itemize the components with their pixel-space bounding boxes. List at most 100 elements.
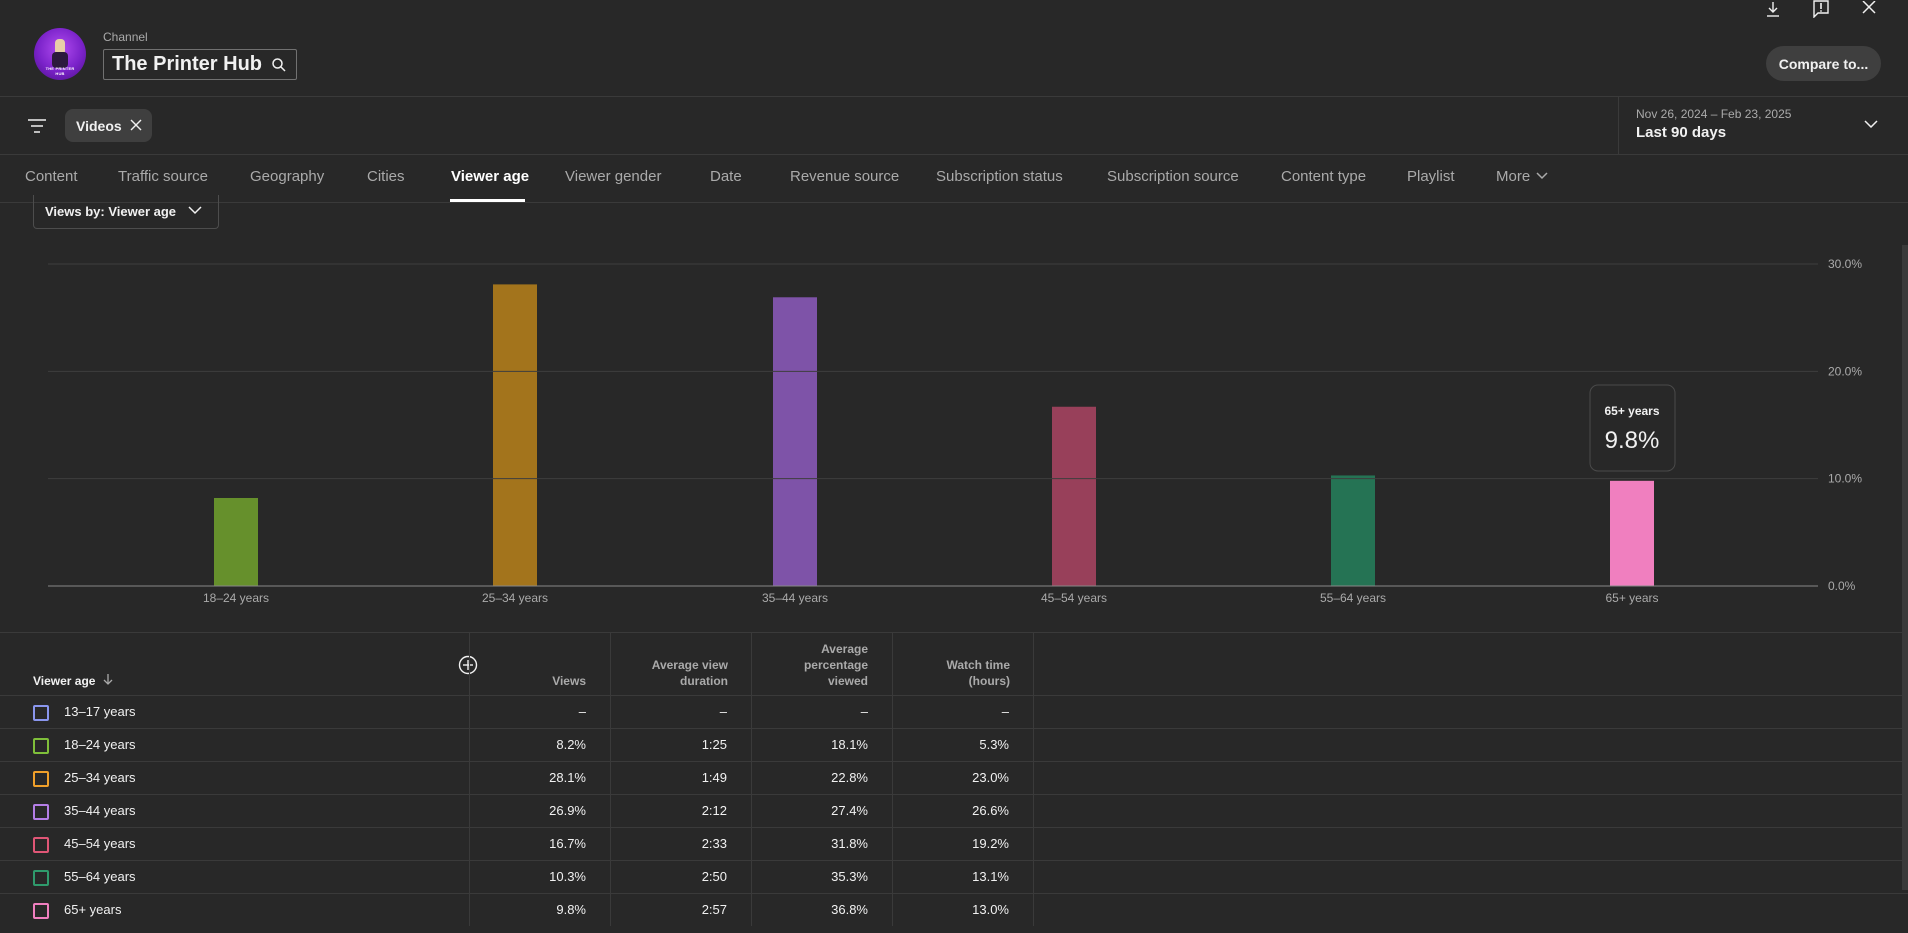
column-divider [751,633,752,926]
cell-views: 8.2% [556,737,586,752]
cell-views: 28.1% [549,770,586,785]
tab-subscription-status[interactable]: Subscription status [936,168,1063,185]
x-tick-label: 45–54 years [1041,591,1107,605]
add-column-icon[interactable] [458,655,478,675]
tab-more-label: More [1496,168,1531,185]
chart-bar[interactable] [1610,480,1654,586]
series-checkbox[interactable] [33,771,49,787]
tab-playlist[interactable]: Playlist [1407,168,1455,185]
series-checkbox[interactable] [33,705,49,721]
table-row[interactable]: 55–64 years 10.3% 2:50 35.3% 13.1% [0,860,1908,893]
tab-subscription-source[interactable]: Subscription source [1107,168,1239,185]
channel-name: The Printer Hub [112,53,263,75]
series-checkbox[interactable] [33,870,49,886]
metric-select-label: Views by: Viewer age [45,204,177,219]
cell-wt: 13.1% [972,869,1009,884]
y-tick-label: 0.0% [1828,579,1856,593]
column-header-views[interactable]: Views [552,674,586,688]
cell-wt: 5.3% [979,737,1009,752]
data-table: Viewer age Views Average view duration A… [0,632,1908,933]
tab-viewer-age[interactable]: Viewer age [451,168,530,185]
date-preset: Last 90 days [1636,124,1727,141]
channel-label: Channel [103,30,148,44]
top-bar: THE PRINTER HUB Channel The Printer Hub … [0,0,1908,97]
table-row[interactable]: 18–24 years 8.2% 1:25 18.1% 5.3% [0,728,1908,761]
sort-column-header[interactable]: Viewer age [33,673,113,688]
channel-selector[interactable]: The Printer Hub [103,49,298,80]
chart-bar[interactable] [1331,475,1375,586]
series-checkbox[interactable] [33,837,49,853]
cell-apv: 27.4% [831,803,868,818]
chart-bar[interactable] [214,497,258,586]
avatar-figure [55,39,65,53]
chart-bar[interactable] [773,297,817,586]
date-range-text: Nov 26, 2024 – Feb 23, 2025 [1636,107,1792,121]
column-divider [610,633,611,926]
x-tick-label: 18–24 years [203,591,269,605]
tab-traffic-source[interactable]: Traffic source [118,168,209,185]
x-tick-label: 25–34 years [482,591,548,605]
table-row[interactable]: 45–54 years 16.7% 2:33 31.8% 19.2% [0,827,1908,860]
cell-avd: – [719,704,727,719]
row-label: 35–44 years [64,803,136,818]
tab-revenue-source[interactable]: Revenue source [790,168,900,185]
filter-icon[interactable] [26,117,48,135]
active-tab-indicator [450,199,525,202]
chevron-down-icon [1864,117,1878,136]
avatar-logo-text: THE PRINTER HUB [45,66,75,76]
bar-chart: 30.0% 20.0% 10.0% 0.0% 18–24 years 25–34 year… [0,230,1908,630]
y-tick-label: 10.0% [1828,472,1862,486]
table-row[interactable]: 65+ years 9.8% 2:57 36.8% 13.0% [0,893,1908,926]
tab-more[interactable]: More [1496,168,1548,185]
series-checkbox[interactable] [33,903,49,919]
series-checkbox[interactable] [33,804,49,820]
channel-avatar[interactable]: THE PRINTER HUB [34,28,86,80]
chevron-down-icon [1536,168,1548,185]
series-checkbox[interactable] [33,738,49,754]
tab-date[interactable]: Date [710,168,742,185]
compare-button[interactable]: Compare to... [1766,46,1881,81]
cell-views: – [578,704,586,719]
chart-bar[interactable] [493,284,537,586]
cell-apv: 36.8% [831,902,868,917]
filter-chip-label: Videos [76,117,122,134]
column-divider [892,633,893,926]
chart-bar[interactable] [1052,406,1096,586]
metric-select[interactable]: Views by: Viewer age [33,195,219,229]
tooltip-value: 9.8% [1605,427,1660,454]
cell-apv: 22.8% [831,770,868,785]
date-range-picker[interactable]: Nov 26, 2024 – Feb 23, 2025 Last 90 days [1618,97,1908,155]
row-label: 18–24 years [64,737,136,752]
download-icon[interactable] [1762,0,1784,18]
tab-geography[interactable]: Geography [250,168,325,185]
tab-content[interactable]: Content [25,168,78,185]
tab-cities[interactable]: Cities [367,168,405,185]
scrollbar[interactable] [1902,245,1908,890]
cell-avd: 2:33 [701,836,727,851]
cell-avd: 2:50 [701,869,727,884]
table-row[interactable]: 25–34 years 28.1% 1:49 22.8% 23.0% [0,761,1908,794]
cell-avd: 1:49 [701,770,727,785]
cell-apv: 18.1% [831,737,868,752]
column-divider [469,633,470,926]
column-divider [1033,633,1034,926]
tab-viewer-gender[interactable]: Viewer gender [565,168,662,185]
cell-avd: 2:57 [701,902,727,917]
column-header-watch-time[interactable]: Watch time (hours) [946,658,1010,688]
feedback-icon[interactable] [1810,0,1832,18]
chip-close-icon[interactable] [130,118,142,134]
column-header-avg-percentage-viewed[interactable]: Average percentage viewed [803,642,868,688]
x-tick-label: 35–44 years [762,591,828,605]
cell-wt: 13.0% [972,902,1009,917]
table-row[interactable]: 35–44 years 26.9% 2:12 27.4% 26.6% [0,794,1908,827]
close-icon[interactable] [1858,0,1880,18]
column-header-avg-view-duration[interactable]: Average view duration [651,658,728,688]
search-icon[interactable] [270,56,288,74]
table-row[interactable]: 13–17 years – – – – [0,695,1908,728]
tab-content-type[interactable]: Content type [1281,168,1367,185]
row-label: 55–64 years [64,869,136,884]
cell-wt: 19.2% [972,836,1009,851]
bar-chart-svg: 30.0% 20.0% 10.0% 0.0% 18–24 years 25–34 year… [48,257,1862,605]
filter-chip-videos[interactable]: Videos [65,109,152,142]
row-label: 25–34 years [64,770,136,785]
